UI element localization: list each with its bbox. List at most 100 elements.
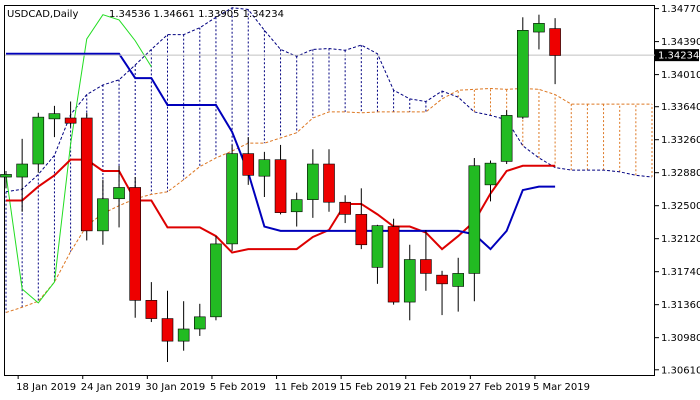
candle-body [226, 153, 238, 245]
x-tick-label: 5 Feb 2019 [210, 382, 266, 393]
chikou-line [5, 14, 152, 304]
candle-body [194, 316, 206, 330]
candle-body [97, 198, 109, 232]
candle [290, 192, 303, 227]
x-tick-label: 27 Feb 2019 [468, 382, 530, 393]
candle-body [129, 187, 141, 301]
y-tick-label: 1.30980 [661, 333, 700, 344]
candle-body [436, 274, 448, 285]
candles-layer [0, 14, 561, 362]
y-tick-label: 1.31740 [661, 267, 700, 278]
candle-body [32, 116, 45, 165]
candle-body [468, 165, 481, 274]
candle [226, 144, 238, 251]
x-axis: 18 Jan 2019 24 Jan 2019 30 Jan 2019 5 Feb 2… [16, 375, 590, 393]
candle [500, 110, 513, 165]
candle-body [549, 28, 561, 56]
candle-body [64, 117, 77, 124]
y-tick-label: 1.33640 [661, 102, 700, 113]
candle-body [533, 23, 545, 33]
candle-body [258, 159, 271, 177]
candle [113, 165, 125, 228]
candle [145, 282, 158, 323]
y-tick-label: 1.32880 [661, 168, 700, 179]
candle-body [161, 318, 174, 342]
candle [484, 160, 497, 202]
candle [97, 179, 109, 245]
x-tick-label: 21 Feb 2019 [404, 382, 466, 393]
indicator-lines-layer [5, 14, 556, 304]
y-tick-label: 1.32120 [661, 234, 700, 245]
candle [355, 188, 368, 250]
chart-symbol: USDCAD,Daily [7, 9, 78, 20]
candle-body [48, 113, 61, 120]
candle [258, 151, 271, 198]
candle [210, 236, 222, 321]
candle [387, 218, 400, 305]
candle-body [420, 259, 432, 274]
candle-body [145, 300, 158, 319]
candle-body [339, 201, 351, 215]
candle [403, 244, 416, 321]
senkou_a-line [5, 7, 653, 193]
candle [32, 112, 45, 173]
current-price-tag [655, 49, 699, 62]
candle [533, 14, 545, 50]
y-tick-label: 1.33260 [661, 135, 700, 146]
candle [194, 303, 206, 336]
candle [549, 18, 561, 85]
candle [274, 144, 287, 215]
x-tick-label: 5 Mar 2019 [533, 382, 590, 393]
y-tick-label: 1.34770 [661, 4, 700, 15]
candle-body [177, 328, 190, 342]
candle [339, 195, 351, 224]
candle [371, 224, 384, 284]
x-tick-label: 30 Jan 2019 [145, 382, 205, 393]
x-tick-label: 24 Jan 2019 [81, 382, 141, 393]
x-tick-label: 11 Feb 2019 [275, 382, 337, 393]
candle [64, 101, 77, 127]
candle-body [403, 259, 416, 303]
current-price-label: 1.34234 [658, 51, 699, 62]
candle [48, 105, 61, 138]
candle [307, 149, 319, 218]
candle-body [16, 163, 28, 178]
candle [516, 17, 529, 119]
candle-body [500, 115, 513, 162]
candle [452, 257, 465, 312]
candle-body [387, 226, 400, 303]
senkou_b-line [5, 87, 652, 313]
candle [80, 112, 93, 241]
x-tick-label: 15 Feb 2019 [339, 382, 401, 393]
chart-ohlc: 1.34536 1.34661 1.33905 1.34234 [109, 9, 284, 20]
candle [161, 290, 174, 362]
candle-body [242, 153, 255, 176]
candle-body [307, 163, 319, 200]
candle-body [484, 162, 497, 186]
x-tick-label: 18 Jan 2019 [16, 382, 76, 393]
candle [242, 137, 255, 185]
y-tick-label: 1.31360 [661, 300, 700, 311]
candle [16, 138, 28, 212]
candle-body [210, 243, 222, 318]
candle [468, 157, 481, 302]
y-tick-label: 1.32500 [661, 201, 700, 212]
candle-body [516, 30, 529, 118]
kijun-line [6, 52, 556, 251]
candle [129, 177, 141, 318]
candle-body [290, 199, 303, 213]
candle [0, 170, 12, 189]
candle-body [274, 159, 287, 213]
candle [323, 149, 335, 212]
candle-body [113, 187, 125, 200]
candle-body [0, 174, 12, 178]
candle-body [323, 163, 335, 203]
candle [436, 270, 448, 316]
ichimoku-cloud-layer [5, 7, 653, 313]
candle-body [355, 214, 368, 246]
y-tick-label: 1.34390 [661, 37, 700, 48]
candle-body [80, 117, 93, 232]
candle-body [452, 273, 465, 287]
